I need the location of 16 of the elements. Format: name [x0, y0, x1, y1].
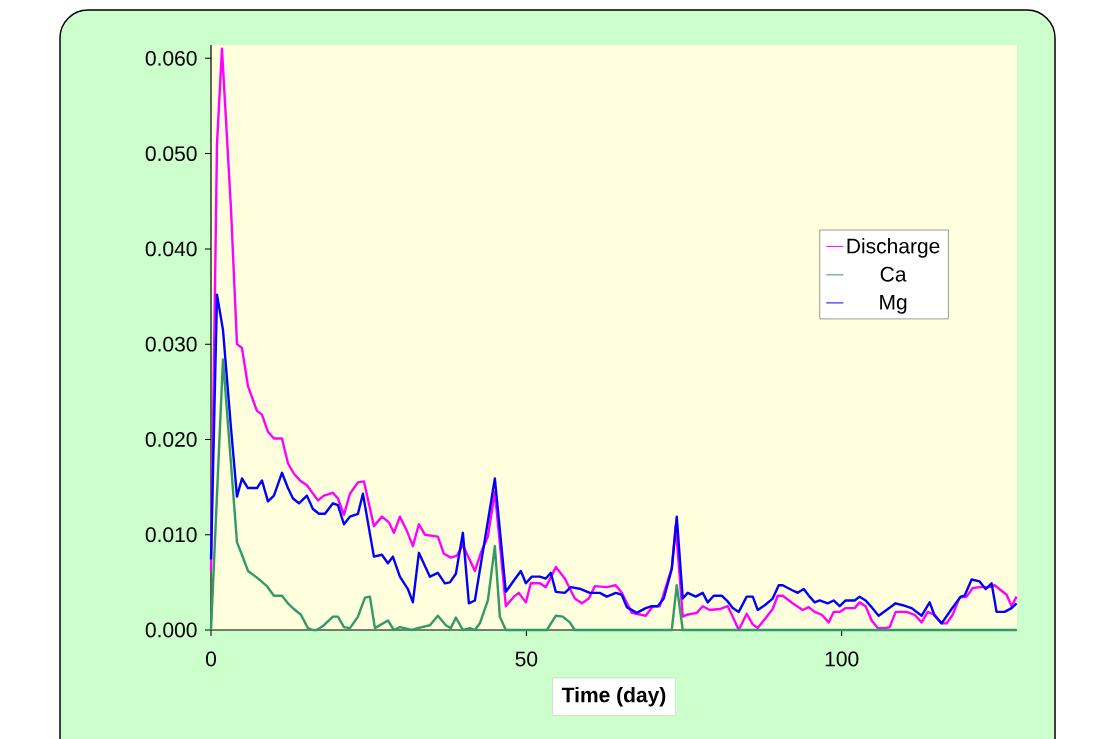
y-tick-label: 0.060 — [145, 50, 197, 66]
x-tick-label: 0 — [205, 651, 217, 667]
legend-label: Mg — [880, 294, 907, 314]
y-tick-label: 0.040 — [145, 241, 197, 257]
legend-label: Ca — [880, 266, 907, 282]
y-tick-label: 0.000 — [145, 622, 197, 638]
x-tick-label: 50 — [515, 651, 538, 667]
y-tick-label: 0.010 — [145, 527, 197, 543]
y-tick-label: 0.050 — [145, 146, 197, 162]
x-axis-title: Time (day) — [561, 686, 666, 707]
y-tick-label: 0.020 — [145, 432, 197, 447]
y-tick-label: 0.030 — [145, 336, 197, 352]
legend-label: Discharge — [847, 238, 940, 258]
line-series — [209, 47, 1018, 632]
x-tick-label: 100 — [825, 651, 859, 667]
line-series — [209, 293, 1018, 625]
